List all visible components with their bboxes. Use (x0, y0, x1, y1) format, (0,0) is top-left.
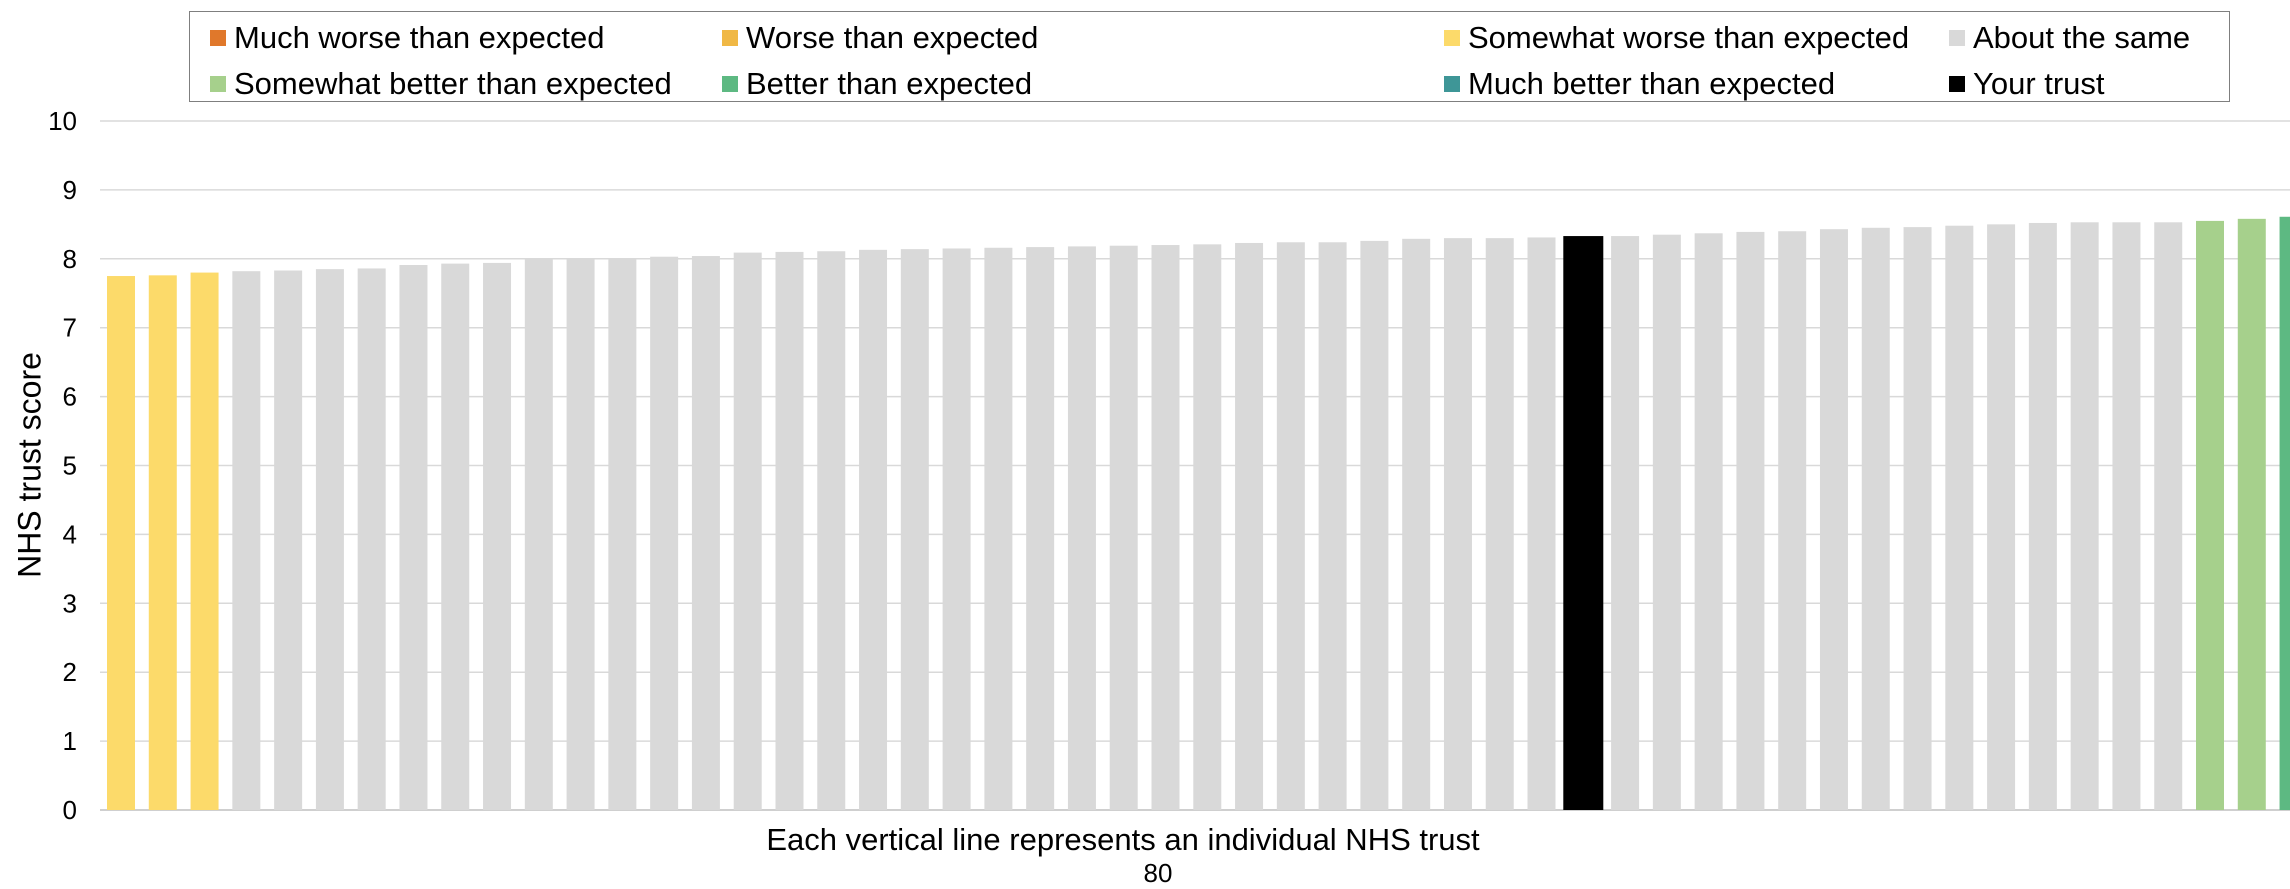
y-tick-label: 0 (63, 795, 77, 825)
legend-label: Better than expected (746, 66, 1033, 101)
bar (775, 251, 804, 810)
bar (942, 248, 971, 811)
y-tick-label: 10 (48, 106, 77, 136)
bar (148, 275, 177, 810)
legend-item: Your trust (1949, 64, 2105, 104)
legend-item: Much better than expected (1444, 64, 1835, 104)
legend-swatch (722, 30, 738, 46)
bar (1109, 245, 1138, 811)
bar (357, 268, 386, 810)
bar (1402, 238, 1431, 811)
y-tick-label: 4 (63, 519, 77, 549)
bar (1945, 225, 1974, 810)
bar (2237, 218, 2266, 810)
legend-swatch (210, 30, 226, 46)
bar (817, 251, 846, 810)
bar (2154, 222, 2183, 810)
bar (2279, 216, 2290, 810)
bar (1235, 242, 1264, 810)
bar (441, 263, 470, 810)
bar (566, 258, 595, 811)
legend-swatch (1444, 30, 1460, 46)
legend-swatch (722, 76, 738, 92)
bar (107, 276, 135, 810)
bar (1778, 231, 1807, 811)
bar (1443, 238, 1472, 810)
bar (859, 249, 888, 810)
bar (2070, 222, 2099, 810)
bar (1652, 234, 1681, 810)
bar (274, 270, 303, 810)
bar (650, 256, 679, 810)
legend-item: About the same (1949, 18, 2190, 58)
legend-label: Somewhat better than expected (234, 66, 672, 101)
bar (1276, 242, 1305, 810)
bar (1193, 244, 1222, 810)
legend-item: Better than expected (722, 64, 1032, 104)
bar (733, 252, 762, 810)
bar (1151, 245, 1180, 810)
page-number: 80 (1143, 858, 1173, 888)
bar-your-trust (1563, 236, 1604, 811)
chart-legend: Much worse than expected Worse than expec… (189, 11, 2230, 102)
bar (608, 258, 637, 811)
y-tick-label: 1 (63, 726, 77, 756)
legend-item: Somewhat worse than expected (1444, 18, 1909, 58)
bar (1067, 246, 1096, 810)
bar (190, 272, 219, 811)
bar (1485, 238, 1514, 810)
legend-swatch (1949, 30, 1965, 46)
bar (1903, 227, 1932, 810)
legend-item: Worse than expected (722, 18, 1038, 58)
legend-label: Much worse than expected (234, 20, 605, 55)
bar (691, 256, 720, 810)
y-tick-label: 7 (63, 313, 77, 343)
y-tick-label: 2 (63, 657, 77, 687)
legend-label: Somewhat worse than expected (1468, 20, 1910, 55)
legend-swatch (210, 76, 226, 92)
bar (2028, 222, 2057, 811)
x-axis-label: Each vertical line represents an individ… (766, 822, 1480, 857)
bar (1987, 224, 2016, 811)
legend-item: Much worse than expected (210, 18, 605, 58)
bar (315, 269, 344, 810)
legend-label: Your trust (1973, 66, 2105, 101)
y-tick-label: 8 (63, 244, 77, 274)
bar (1527, 237, 1556, 811)
legend-swatch (1949, 76, 1965, 92)
y-tick-label: 6 (63, 382, 77, 412)
bar (483, 262, 512, 811)
legend-swatch (1444, 76, 1460, 92)
bar (1694, 233, 1723, 810)
bar (1861, 227, 1890, 811)
y-tick-label: 9 (63, 175, 77, 205)
legend-label: Worse than expected (746, 20, 1039, 55)
bar (900, 249, 929, 811)
bar (2112, 222, 2141, 810)
bar (1026, 247, 1055, 810)
legend-label: Much better than expected (1468, 66, 1836, 101)
bar (232, 271, 261, 810)
bar (399, 265, 428, 811)
bar (2196, 220, 2224, 810)
y-tick-label: 3 (63, 588, 77, 618)
bar (1819, 229, 1848, 811)
bar (524, 258, 553, 810)
bar (984, 247, 1013, 810)
legend-item: Somewhat better than expected (210, 64, 672, 104)
bar (1611, 236, 1640, 811)
y-axis-label: NHS trust score (11, 352, 48, 578)
bar (1318, 242, 1347, 810)
bar (1360, 240, 1389, 811)
legend-label: About the same (1973, 20, 2191, 55)
bar (1736, 231, 1765, 810)
y-tick-label: 5 (63, 451, 77, 481)
